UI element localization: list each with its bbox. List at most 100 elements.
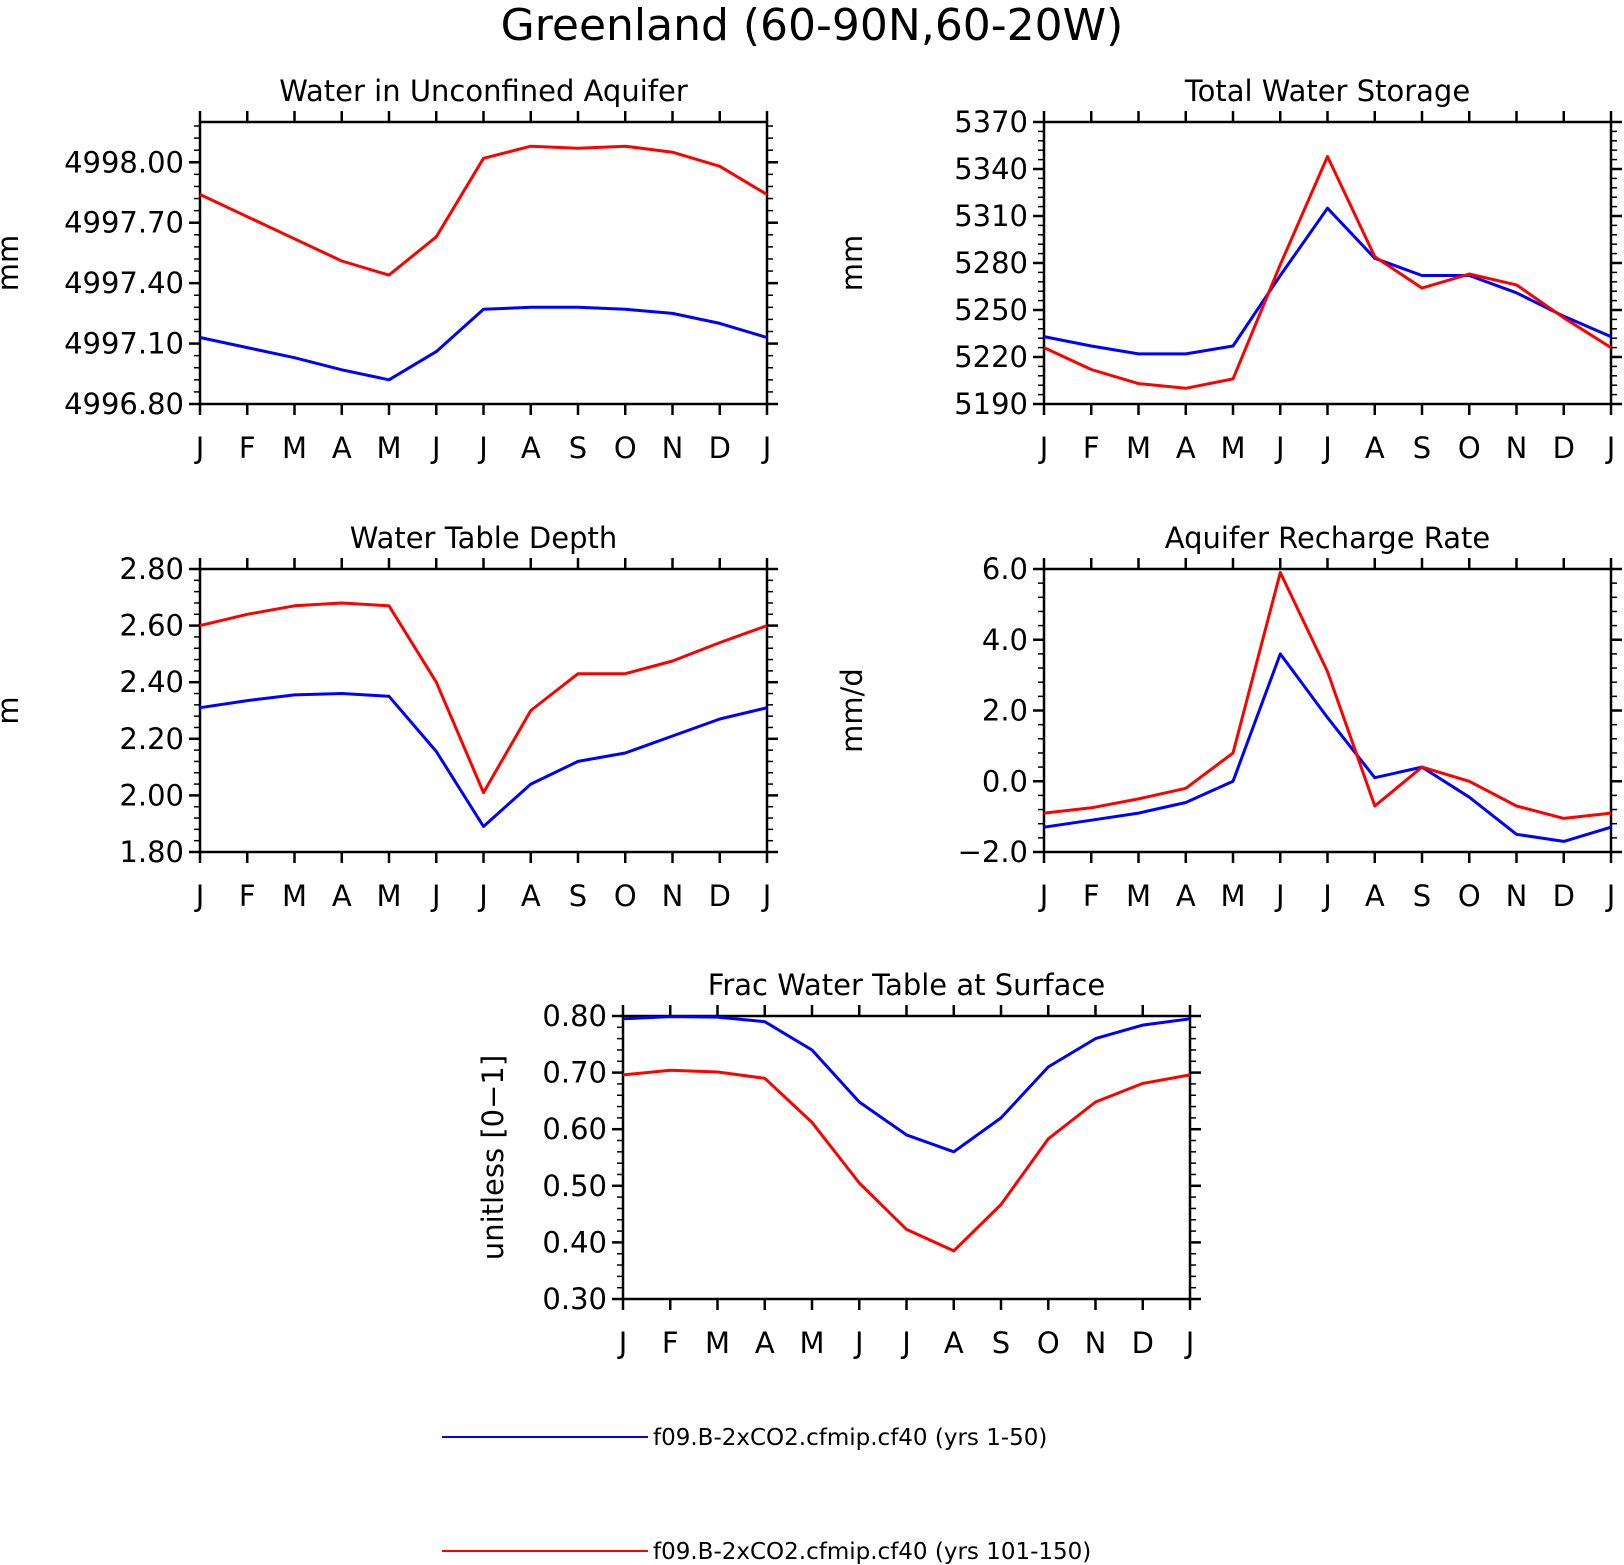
x-tick-label: J: [900, 1326, 911, 1360]
y-tick-label: 5220: [954, 340, 1028, 374]
y-tick-label: 4997.10: [64, 327, 184, 361]
x-tick-label: S: [1413, 879, 1431, 913]
x-tick-label: S: [569, 431, 587, 465]
x-tick-label: F: [662, 1326, 679, 1360]
y-tick-label: 0.80: [542, 999, 607, 1033]
x-tick-label: A: [332, 879, 352, 913]
panel-water-table-depth: J F M A M J J A S O N D J1.802.002.202.402.602.80Wat…: [0, 521, 778, 913]
y-tick-label: 2.20: [119, 722, 184, 756]
y-tick-label: 2.00: [119, 778, 184, 812]
panel-title: Total Water Storage: [1184, 74, 1470, 108]
y-tick-label: 4.0: [982, 623, 1028, 657]
y-tick-label: −2.0: [958, 835, 1028, 869]
legend-label-run2: f09.B-2xCO2.cfmip.cf40 (yrs 101-150): [653, 1539, 1091, 1565]
x-tick-label: J: [1184, 1326, 1195, 1360]
y-tick-label: 0.40: [542, 1225, 607, 1259]
y-tick-label: 2.80: [119, 552, 184, 586]
x-tick-label: J: [194, 431, 205, 465]
legend: f09.B-2xCO2.cfmip.cf40 (yrs 1-50) f09.B-…: [442, 1425, 1091, 1565]
legend-label-run1: f09.B-2xCO2.cfmip.cf40 (yrs 1-50): [653, 1425, 1047, 1451]
x-tick-label: A: [521, 879, 541, 913]
y-axis-label: unitless [0−1]: [476, 1055, 510, 1260]
plot-frame: [1042, 120, 1613, 406]
x-tick-label: J: [761, 431, 772, 465]
x-tick-label: N: [1506, 879, 1528, 913]
y-tick-label: 5310: [954, 199, 1028, 233]
y-tick-label: 1.80: [119, 835, 184, 869]
x-tick-label: J: [430, 879, 441, 913]
x-tick-label: A: [1365, 431, 1385, 465]
x-tick-label: M: [376, 431, 401, 465]
series-line-run1: [199, 305, 768, 382]
y-axis-label: mm/d: [835, 668, 869, 753]
x-tick-label: D: [1132, 1326, 1154, 1360]
x-tick-label: M: [799, 1326, 824, 1360]
x-tick-label: J: [477, 879, 488, 913]
plot-frame: [198, 120, 769, 406]
x-tick-label: J: [194, 879, 205, 913]
y-tick-label: 0.60: [542, 1112, 607, 1146]
x-tick-label: N: [1506, 431, 1528, 465]
x-tick-label: M: [705, 1326, 730, 1360]
x-tick-label: O: [1037, 1326, 1060, 1360]
y-tick-label: 2.40: [119, 665, 184, 699]
x-tick-label: J: [1321, 431, 1332, 465]
plot-frame: [621, 1014, 1192, 1301]
series-line-run2: [622, 1068, 1191, 1253]
x-tick-label: J: [430, 431, 441, 465]
x-tick-label: A: [1176, 431, 1196, 465]
y-axis-label: m: [0, 696, 25, 724]
x-tick-label: F: [239, 879, 256, 913]
x-tick-label: D: [1553, 879, 1575, 913]
x-tick-label: O: [614, 879, 637, 913]
y-tick-label: 5370: [954, 105, 1028, 139]
y-tick-label: 4997.40: [64, 266, 184, 300]
x-tick-label: M: [282, 879, 307, 913]
panel-title: Water Table Depth: [350, 521, 618, 555]
y-axis-label: mm: [0, 235, 25, 292]
x-tick-label: A: [1365, 879, 1385, 913]
x-tick-label: N: [662, 879, 684, 913]
x-tick-label: S: [992, 1326, 1010, 1360]
panel-total-water-storage: J F M A M J J A S O N D J519052205250528053105340537…: [835, 74, 1622, 465]
y-tick-label: 0.30: [542, 1282, 607, 1316]
x-tick-label: M: [1220, 431, 1245, 465]
figure-title: Greenland (60-90N,60-20W): [501, 0, 1124, 51]
plot-frame: [198, 567, 769, 854]
x-tick-label: M: [1126, 879, 1151, 913]
x-tick-label: J: [1038, 879, 1049, 913]
y-tick-label: 2.0: [982, 694, 1028, 728]
x-tick-label: J: [617, 1326, 628, 1360]
x-tick-label: A: [1176, 879, 1196, 913]
x-tick-label: J: [1321, 879, 1332, 913]
x-tick-label: O: [1458, 431, 1481, 465]
y-tick-label: 4996.80: [64, 387, 184, 421]
x-tick-label: J: [1605, 431, 1616, 465]
x-tick-label: A: [332, 431, 352, 465]
x-tick-label: D: [709, 431, 731, 465]
x-tick-label: N: [662, 431, 684, 465]
series-line-run1: [199, 692, 768, 828]
x-tick-label: O: [614, 431, 637, 465]
x-tick-label: S: [1413, 431, 1431, 465]
panel-title: Water in Unconfined Aquifer: [279, 74, 688, 108]
series-line-run2: [199, 144, 768, 277]
series-line-run2: [199, 601, 768, 795]
y-tick-label: 4998.00: [64, 145, 184, 179]
x-tick-label: O: [1458, 879, 1481, 913]
series-line-run2: [1043, 155, 1612, 390]
x-tick-label: J: [761, 879, 772, 913]
x-tick-label: A: [521, 431, 541, 465]
x-tick-label: M: [376, 879, 401, 913]
x-tick-label: D: [709, 879, 731, 913]
x-tick-label: M: [1126, 431, 1151, 465]
x-tick-label: J: [477, 431, 488, 465]
series-line-run1: [622, 1015, 1191, 1154]
x-tick-label: S: [569, 879, 587, 913]
x-tick-label: J: [1274, 879, 1285, 913]
x-tick-label: M: [282, 431, 307, 465]
series-line-run1: [1043, 206, 1612, 356]
y-tick-label: 5340: [954, 152, 1028, 186]
